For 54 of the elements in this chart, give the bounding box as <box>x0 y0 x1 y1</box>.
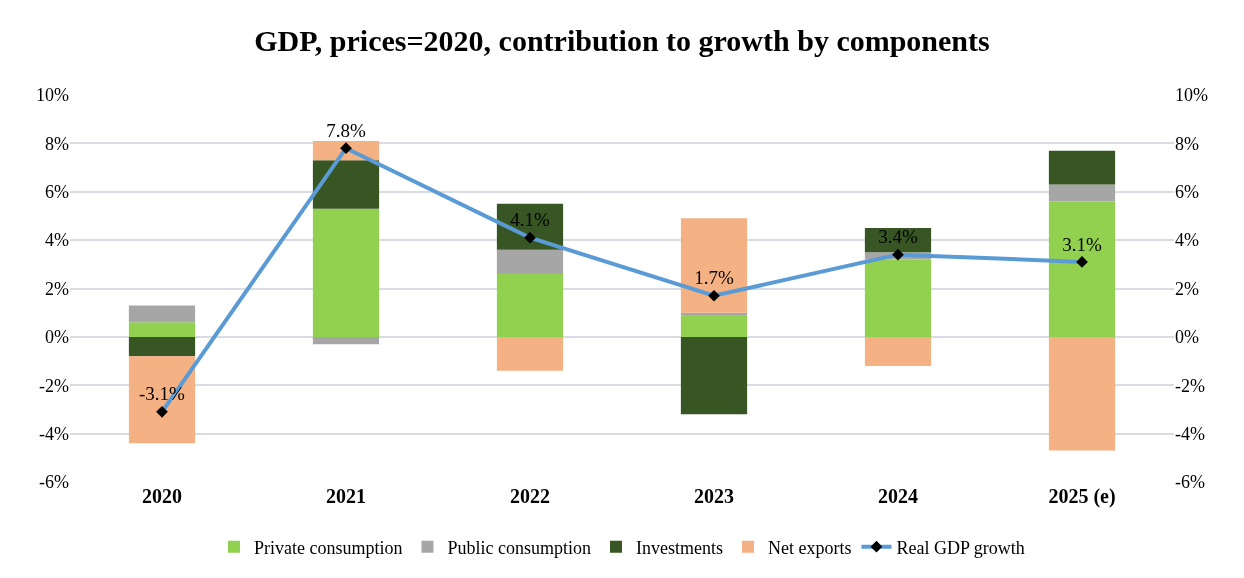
data-label: 4.1% <box>510 209 550 231</box>
bar <box>864 336 932 366</box>
bar <box>128 336 196 357</box>
x-tick-label: 2020 <box>142 485 182 507</box>
y2-tick-label: -6% <box>1175 472 1205 493</box>
bar <box>680 336 748 415</box>
x-tick-label: 2022 <box>510 485 550 507</box>
y-tick-label: 6% <box>45 182 69 203</box>
data-label: 3.4% <box>878 226 918 248</box>
bar <box>312 336 380 345</box>
data-label: 1.7% <box>694 267 734 289</box>
bar <box>496 249 564 274</box>
legend-label: Private consumption <box>254 537 403 558</box>
y2-tick-label: 4% <box>1175 230 1199 251</box>
bar <box>1048 336 1116 451</box>
y-tick-label: -2% <box>39 375 69 396</box>
x-tick-label: 2023 <box>694 485 734 507</box>
bar <box>1048 201 1116 337</box>
bar <box>496 336 564 371</box>
bar <box>1048 150 1116 185</box>
y-tick-label: 8% <box>45 133 69 154</box>
chart-title: GDP, prices=2020, contribution to growth by components <box>254 23 990 57</box>
y2-tick-label: 8% <box>1175 133 1199 154</box>
y2-tick-label: 2% <box>1175 278 1199 299</box>
x-tick-label: 2021 <box>326 485 366 507</box>
legend-label: Investments <box>635 537 723 558</box>
y-tick-label: 4% <box>45 230 69 251</box>
data-label: 3.1% <box>1062 233 1102 255</box>
y-tick-label: 0% <box>45 327 69 348</box>
bar <box>312 160 380 209</box>
y2-tick-label: -2% <box>1175 375 1205 396</box>
bar <box>496 273 564 337</box>
bar <box>128 305 196 323</box>
y2-tick-label: 0% <box>1175 327 1199 348</box>
y-tick-label: -4% <box>39 423 69 444</box>
bar <box>1048 184 1116 202</box>
y2-tick-label: 6% <box>1175 182 1199 203</box>
x-tick-label: 2025 (e) <box>1048 485 1116 508</box>
bar <box>312 208 380 337</box>
bar <box>864 259 932 337</box>
bar <box>680 315 748 337</box>
data-label: 7.8% <box>326 119 366 141</box>
bar <box>680 218 748 313</box>
y-tick-label: -6% <box>39 472 69 493</box>
y-tick-label: 10% <box>36 85 69 106</box>
y2-tick-label: -4% <box>1175 423 1205 444</box>
legend-label: Public consumption <box>447 537 591 558</box>
x-tick-label: 2024 <box>878 485 918 507</box>
y-tick-label: 2% <box>45 278 69 299</box>
legend-label: Net exports <box>767 537 852 558</box>
legend-label: Real GDP growth <box>896 537 1025 558</box>
bar <box>128 356 196 444</box>
y2-tick-label: 10% <box>1175 85 1208 106</box>
bar <box>128 322 196 337</box>
